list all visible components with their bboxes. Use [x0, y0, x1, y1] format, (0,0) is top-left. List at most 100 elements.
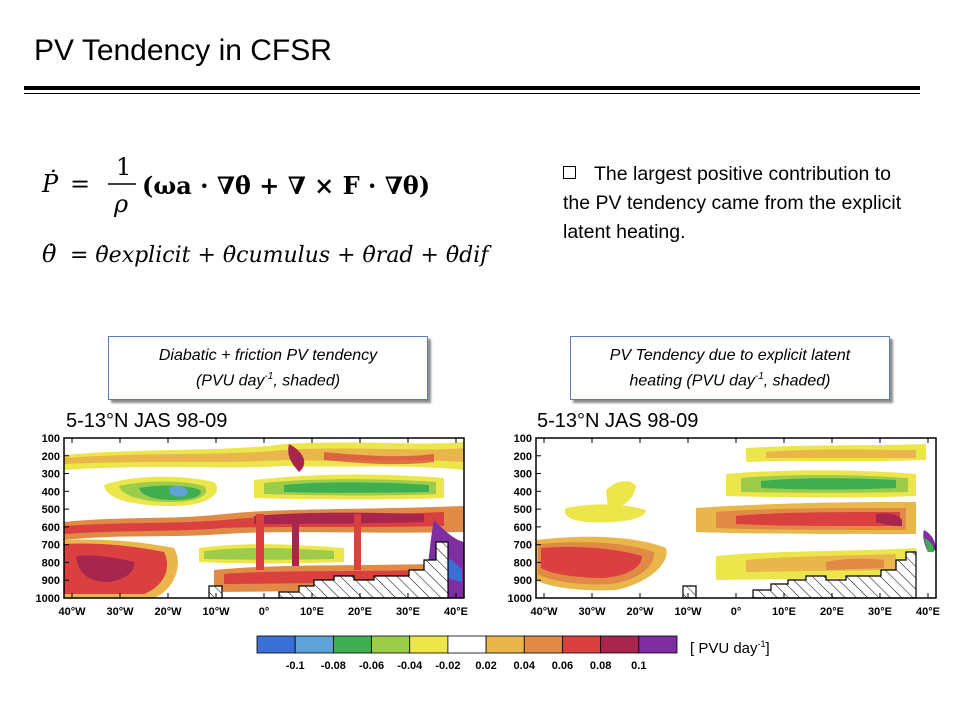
caption-left: Diabatic + friction PV tendency (PVU day… — [108, 336, 428, 400]
x-tick-label: 20°W — [626, 606, 654, 618]
x-tick-label: 10°E — [300, 606, 324, 618]
colorbar-swatch — [447, 635, 487, 654]
eq1-equals: = — [70, 170, 90, 198]
y-tick-label: 1000 — [508, 593, 532, 605]
panel-left-plot: 100 200 300 400 500 600 700 800 900 1000 40°W 30°W… — [36, 433, 468, 618]
x-tick-label: 20°W — [154, 606, 182, 618]
y-tick-label: 500 — [514, 504, 532, 516]
colorbar: -0.1 -0.08 -0.06 -0.04 -0.02 0.02 0.04 0.06 0.08… — [255, 635, 685, 675]
colorbar-swatch — [294, 635, 334, 654]
x-tick-label: 40°E — [444, 606, 468, 618]
x-tick-label: 30°W — [106, 606, 134, 618]
y-tick-label: 200 — [42, 451, 60, 463]
colorbar-swatch — [371, 635, 411, 654]
y-tick-label: 300 — [42, 469, 60, 481]
x-tick-label: 40°W — [530, 606, 558, 618]
x-tick-label: 0° — [731, 606, 742, 618]
x-axis-left: 40°W 30°W 20°W 10°W 0° 10°E 20°E 30°E 40°E — [58, 438, 468, 618]
eq1-frac-den: ρ — [113, 190, 128, 218]
y-tick-label: 900 — [42, 575, 60, 587]
caption-left-sup: -1 — [264, 370, 274, 382]
colorbar-label: 0.04 — [514, 660, 536, 672]
shaded-field — [64, 442, 464, 598]
note-body: The largest positive contribution to the… — [563, 163, 902, 243]
caption-left-line1: Diabatic + friction PV tendency — [158, 346, 378, 364]
caption-right-line1: PV Tendency due to explicit latent — [609, 346, 851, 364]
y-tick-label: 500 — [42, 504, 60, 516]
colorbar-label: -0.1 — [286, 660, 305, 672]
colorbar-label: -0.04 — [397, 660, 423, 672]
title-rule-thin — [24, 93, 920, 94]
panel-right: 100 200 300 400 500 600 700 800 900 1000 40°W 30°W… — [496, 430, 940, 630]
caption-right: PV Tendency due to explicit latent heati… — [570, 336, 890, 400]
x-tick-label: 20°E — [820, 606, 844, 618]
colorbar-swatch — [409, 635, 449, 654]
eq2-lhs: θ̇ — [42, 240, 57, 268]
x-tick-label: 40°E — [916, 606, 940, 618]
caption-left-line2-post: , shaded) — [273, 372, 341, 390]
caption-right-line2-post: , shaded) — [763, 372, 831, 390]
panel-right-plot: 100 200 300 400 500 600 700 800 900 1000 40°W 30°W… — [508, 433, 940, 618]
note-text: The largest positive contribution to the… — [563, 160, 908, 247]
eq1-body: (ωa · ∇θ̇ + ∇ × F · ∇θ) — [142, 171, 430, 200]
y-tick-label: 800 — [42, 557, 60, 569]
colorbar-swatch — [562, 635, 602, 654]
x-tick-label: 10°W — [674, 606, 702, 618]
slide-title: PV Tendency in CFSR — [34, 34, 332, 67]
units-post: ] — [765, 640, 770, 657]
y-axis-left: 100 200 300 400 500 600 700 800 900 1000 — [36, 433, 69, 605]
units-label: [ PVU day-1] — [690, 639, 770, 657]
eq2-rhs: = θ̇explicit + θ̇cumulus + θ̇rad + θ̇dif — [70, 243, 492, 268]
y-tick-label: 800 — [514, 557, 532, 569]
x-tick-label: 40°W — [58, 606, 86, 618]
x-axis-right: 40°W 30°W 20°W 10°W 0° 10°E 20°E 30°E 40°E — [530, 438, 940, 618]
colorbar-label: -0.02 — [435, 660, 460, 672]
colorbar-label: -0.08 — [321, 660, 346, 672]
panel-left: 100 200 300 400 500 600 700 800 900 1000 40°W 30°W… — [24, 430, 468, 630]
x-tick-label: 30°E — [868, 606, 892, 618]
y-tick-label: 400 — [42, 486, 60, 498]
x-tick-label: 10°W — [202, 606, 230, 618]
shaded-field — [536, 444, 936, 591]
colorbar-swatch — [485, 635, 525, 654]
caption-right-sup: -1 — [754, 370, 764, 382]
colorbar-swatch — [600, 635, 640, 654]
x-tick-label: 10°E — [772, 606, 796, 618]
y-tick-label: 600 — [42, 522, 60, 534]
eq1-lhs: Ṗ — [41, 169, 59, 198]
checkbox-bullet-icon — [563, 166, 576, 179]
y-tick-label: 300 — [514, 469, 532, 481]
colorbar-label: -0.06 — [359, 660, 384, 672]
x-tick-label: 30°E — [396, 606, 420, 618]
y-tick-label: 700 — [514, 540, 532, 552]
colorbar-swatch — [523, 635, 563, 654]
pv-equations: Ṗ = 1 ρ (ωa · ∇θ̇ + ∇ × F · ∇θ) θ̇ = θ̇e… — [41, 153, 492, 268]
y-tick-label: 900 — [514, 575, 532, 587]
units-pre: [ PVU day — [690, 640, 758, 657]
units-sup: -1 — [757, 639, 766, 649]
colorbar-swatch — [256, 635, 296, 654]
colorbar-swatch — [332, 635, 372, 654]
panel-left-label: 5-13°N JAS 98-09 — [66, 410, 228, 432]
y-axis-right: 100 200 300 400 500 600 700 800 900 1000 — [508, 433, 541, 605]
caption-left-line2-pre: (PVU day — [195, 372, 265, 390]
y-tick-label: 100 — [514, 433, 532, 445]
eq1-frac-num: 1 — [116, 153, 131, 181]
colorbar-svg: -0.1 -0.08 -0.06 -0.04 -0.02 0.02 0.04 0.06 0.08… — [256, 635, 678, 672]
y-tick-label: 100 — [42, 433, 60, 445]
x-tick-label: 0° — [259, 606, 270, 618]
x-tick-label: 30°W — [578, 606, 606, 618]
colorbar-label: 0.02 — [475, 660, 496, 672]
y-tick-label: 200 — [514, 451, 532, 463]
colorbar-label: 0.06 — [552, 660, 573, 672]
y-tick-label: 700 — [42, 540, 60, 552]
panel-right-label: 5-13°N JAS 98-09 — [537, 410, 699, 432]
y-tick-label: 600 — [514, 522, 532, 534]
title-rule-thick — [24, 86, 920, 90]
caption-right-line2-pre: heating (PVU day — [629, 372, 755, 390]
y-tick-label: 1000 — [36, 593, 60, 605]
colorbar-label: 0.1 — [631, 660, 646, 672]
y-tick-label: 400 — [514, 486, 532, 498]
colorbar-swatch — [638, 635, 678, 654]
colorbar-label: 0.08 — [590, 660, 611, 672]
